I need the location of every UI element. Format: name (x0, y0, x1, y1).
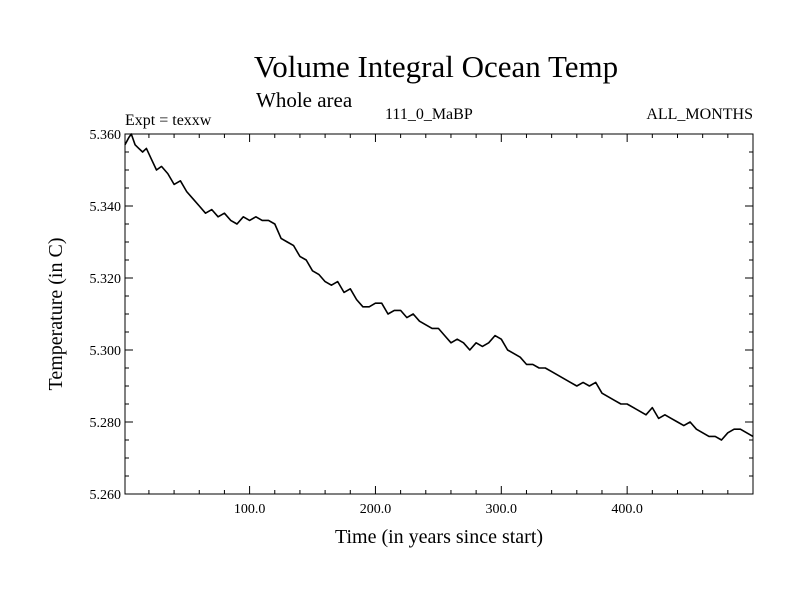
x-axis: 100.0 200.0 300.0 400.0 (148, 134, 729, 517)
expt-label: Expt = texxw (125, 112, 212, 129)
series-layer (124, 133, 754, 441)
series-line (124, 133, 754, 441)
x-tick-label: 300.0 (486, 502, 518, 517)
y-axis-label: Temperature (in C) (45, 238, 67, 391)
y-tick-label: 5.340 (90, 200, 122, 215)
plot-frame (124, 133, 754, 495)
x-tick-label: 100.0 (234, 502, 266, 517)
y-axis: 5.260 5.280 5.300 5.320 5.340 5.360 (90, 128, 753, 503)
x-tick-label: 200.0 (360, 502, 392, 517)
y-tick-label: 5.360 (90, 128, 122, 143)
x-tick-label: 400.0 (611, 502, 643, 517)
y-tick-label: 5.320 (90, 272, 122, 287)
run-label: 111_0_MaBP (385, 106, 473, 123)
y-tick-label: 5.280 (90, 416, 122, 431)
months-label: ALL_MONTHS (646, 106, 753, 123)
y-tick-label: 5.260 (90, 488, 122, 503)
chart-subtitle: Whole area (256, 88, 353, 112)
y-tick-label: 5.300 (90, 344, 122, 359)
chart-title: Volume Integral Ocean Temp (254, 49, 618, 84)
x-axis-label: Time (in years since start) (335, 526, 543, 548)
